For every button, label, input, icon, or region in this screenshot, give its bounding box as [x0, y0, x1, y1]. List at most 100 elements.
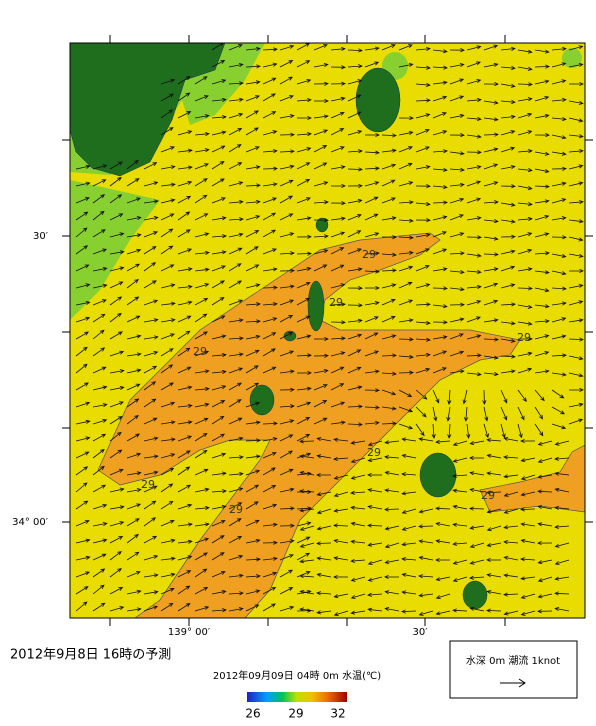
current-arrow	[92, 313, 106, 323]
current-arrow	[143, 162, 158, 170]
current-arrow	[262, 452, 277, 459]
current-arrow	[347, 94, 362, 102]
current-arrow	[228, 247, 243, 255]
current-arrow	[365, 285, 380, 291]
current-arrow	[381, 235, 397, 240]
current-arrow	[316, 525, 332, 531]
current-arrow	[109, 568, 122, 578]
current-arrow	[350, 490, 366, 495]
current-arrow	[296, 79, 312, 85]
current-arrow	[160, 198, 176, 204]
current-arrow	[228, 535, 243, 544]
current-arrow	[384, 574, 400, 579]
current-arrow	[347, 366, 362, 374]
current-arrow	[347, 318, 363, 323]
current-arrow	[554, 591, 570, 596]
current-arrow	[517, 82, 533, 87]
current-arrow	[75, 520, 90, 527]
current-arrow	[211, 489, 227, 494]
current-arrow	[279, 350, 295, 357]
current-arrow	[75, 466, 89, 476]
current-arrow	[469, 525, 485, 530]
current-arrow	[449, 113, 465, 119]
current-arrow	[415, 337, 431, 342]
current-arrow	[228, 232, 244, 238]
current-arrow	[500, 354, 516, 359]
current-arrow	[462, 389, 468, 405]
island	[419, 452, 457, 498]
current-arrow	[313, 145, 328, 153]
current-arrow	[211, 415, 225, 425]
current-arrow	[537, 609, 553, 614]
current-arrow	[262, 540, 278, 545]
current-arrow	[316, 572, 332, 578]
current-arrow	[211, 571, 226, 578]
current-arrow	[517, 97, 533, 102]
current-arrow	[551, 134, 567, 140]
current-arrow	[384, 470, 400, 476]
colorbar-label: 26	[245, 707, 260, 721]
current-arrow	[418, 508, 434, 514]
current-arrow	[160, 364, 174, 374]
current-arrow	[500, 338, 516, 343]
current-arrow	[431, 423, 436, 439]
current-arrow	[503, 525, 519, 530]
current-arrow	[500, 184, 516, 189]
current-arrow	[143, 245, 157, 255]
current-arrow	[381, 421, 397, 426]
current-arrow	[449, 78, 465, 85]
current-arrow	[194, 232, 210, 238]
current-arrow	[194, 114, 210, 119]
current-arrow	[568, 219, 584, 224]
current-arrow	[143, 500, 157, 510]
current-arrow	[364, 232, 380, 238]
current-arrow	[333, 523, 349, 528]
current-arrow	[483, 117, 499, 122]
current-arrow	[520, 474, 536, 481]
current-arrow	[466, 423, 471, 439]
current-arrow	[92, 584, 105, 595]
current-arrow	[347, 167, 363, 172]
current-arrow	[398, 146, 413, 153]
current-arrow	[398, 337, 414, 342]
current-arrow	[262, 571, 278, 578]
current-arrow	[316, 541, 332, 546]
current-arrow	[469, 455, 485, 460]
current-arrow	[384, 542, 400, 549]
current-arrow	[316, 472, 331, 478]
current-arrow	[160, 146, 175, 153]
map-frame	[69, 42, 586, 619]
current-arrow	[500, 302, 516, 307]
current-arrow	[500, 46, 516, 51]
current-arrow	[228, 518, 242, 527]
current-arrow	[367, 472, 383, 478]
current-arrow	[347, 404, 363, 409]
current-arrow	[486, 453, 502, 459]
current-arrow	[554, 471, 570, 476]
current-arrow	[211, 79, 227, 85]
current-arrow	[279, 419, 295, 425]
current-arrow	[381, 283, 397, 289]
current-arrow	[279, 268, 295, 273]
current-arrow	[398, 250, 414, 255]
current-arrow	[211, 608, 227, 613]
current-arrow	[432, 231, 447, 238]
current-arrow	[245, 165, 261, 170]
current-arrow	[177, 366, 192, 374]
current-arrow	[486, 438, 502, 443]
current-arrow	[537, 474, 553, 479]
current-arrow	[92, 503, 108, 510]
cool-water	[70, 180, 160, 320]
current-arrow	[330, 128, 345, 136]
current-arrow	[381, 163, 397, 170]
current-arrow	[347, 198, 363, 204]
current-arrow	[517, 336, 533, 341]
current-arrow	[449, 317, 465, 323]
current-arrow	[551, 389, 565, 399]
current-arrow	[415, 98, 431, 103]
current-arrow	[551, 286, 567, 291]
current-arrow	[245, 365, 259, 374]
current-arrow	[381, 216, 397, 221]
current-arrow	[381, 298, 396, 306]
colorbar	[247, 692, 347, 702]
